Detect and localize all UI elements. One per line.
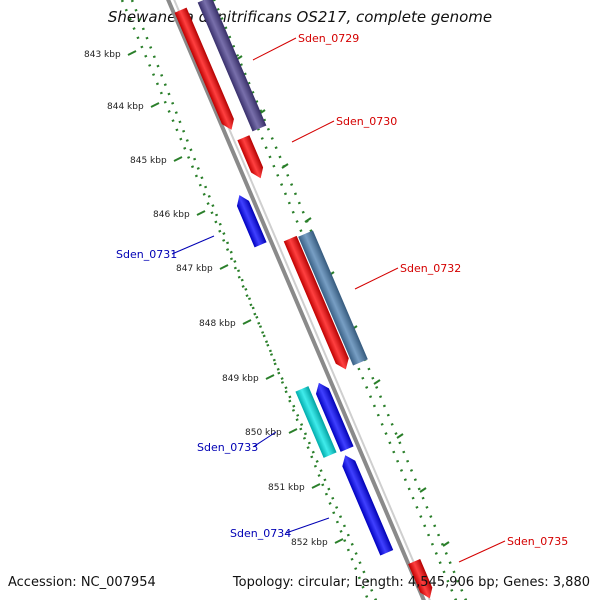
outer-scale-tick: [281, 163, 289, 169]
scale-tick: [127, 50, 137, 56]
scale-tick: [173, 156, 183, 162]
genome-summary-text: Topology: circular; Length: 4,545,906 bp…: [232, 575, 590, 590]
gene-arrow-shading: [408, 559, 433, 599]
gene-label: Sden_0730: [336, 115, 397, 128]
gene-arrow: [342, 455, 394, 556]
gene-arrow-shading: [236, 195, 267, 248]
gene-label-leader: [458, 540, 506, 563]
gene-label-leader: [252, 37, 297, 61]
gene-arrow-shading: [174, 7, 234, 130]
gene-arrow: [236, 195, 267, 248]
scale-tick: [242, 319, 252, 325]
gene-arrow-shading: [295, 386, 337, 458]
scale-tick: [311, 483, 321, 489]
gene-arrow: [298, 230, 368, 366]
scale-tick-label: 846 kbp: [153, 210, 190, 220]
scale-tick: [150, 102, 160, 108]
scale-tick-label: 843 kbp: [84, 50, 121, 60]
gene-arrow-shading: [298, 230, 368, 366]
gene-label-leader: [291, 120, 335, 143]
scale-tick: [219, 264, 229, 270]
outer-scale-track-2: [202, 0, 458, 600]
gene-label-leader: [285, 517, 330, 534]
gene-label: Sden_0735: [507, 535, 568, 548]
inner-scale-track: [120, 0, 378, 600]
gene-arrow: [315, 382, 354, 452]
gene-label-leader: [171, 235, 215, 255]
gene-label: Sden_0733: [197, 441, 258, 454]
scale-tick: [265, 374, 275, 380]
outer-scale-tick: [396, 433, 404, 439]
scale-ticks: 843 kbp 844 kbp 845 kbp 846 kbp 847 kbp 848 k…: [84, 0, 468, 600]
gene-features: [174, 0, 433, 599]
genome-backbone: [166, 0, 431, 600]
gene-arrow: [197, 0, 267, 132]
outer-scale-tick: [304, 217, 312, 223]
gene-arrow: [174, 7, 234, 130]
scale-tick: [196, 210, 206, 216]
gene-labels: Sden_0729 Sden_0730 Sden_0731 Sden_0732 Sden…: [116, 32, 568, 563]
scale-tick-label: 849 kbp: [222, 374, 259, 384]
gene-label-leader: [354, 267, 399, 290]
gene-arrow-shading: [315, 382, 354, 452]
outer-scale-tick: [373, 379, 381, 385]
gene-label: Sden_0729: [298, 32, 359, 45]
gene-label-leader: [252, 431, 277, 448]
gene-arrow: [295, 386, 337, 458]
scale-tick-label: 848 kbp: [199, 319, 236, 329]
gene-arrow: [237, 135, 264, 179]
gene-arrow: [408, 559, 433, 599]
outer-scale-tick: [442, 541, 450, 547]
gene-arrow: [283, 235, 349, 370]
gene-label: Sden_0734: [230, 527, 291, 540]
scale-tick-label: 844 kbp: [107, 102, 144, 112]
scale-tick-label: 847 kbp: [176, 264, 213, 274]
accession-text: Accession: NC_007954: [8, 575, 156, 590]
scale-tick-label: 850 kbp: [245, 428, 282, 438]
gene-label: Sden_0731: [116, 248, 177, 261]
scale-tick-label: 852 kbp: [291, 538, 328, 548]
gene-arrow-shading: [283, 235, 349, 370]
gene-label: Sden_0732: [400, 262, 461, 275]
gene-arrow-shading: [237, 135, 264, 179]
outer-scale-track: [212, 0, 468, 600]
scale-tick-label: 845 kbp: [130, 156, 167, 166]
backbone-line: [166, 0, 426, 600]
scale-tick-label: 851 kbp: [268, 483, 305, 493]
gene-arrow-shading: [342, 455, 394, 556]
outer-scale-tick: [419, 487, 427, 493]
scale-tick: [334, 538, 344, 544]
scale-tick: [288, 428, 298, 434]
gene-arrow-shading: [197, 0, 267, 132]
